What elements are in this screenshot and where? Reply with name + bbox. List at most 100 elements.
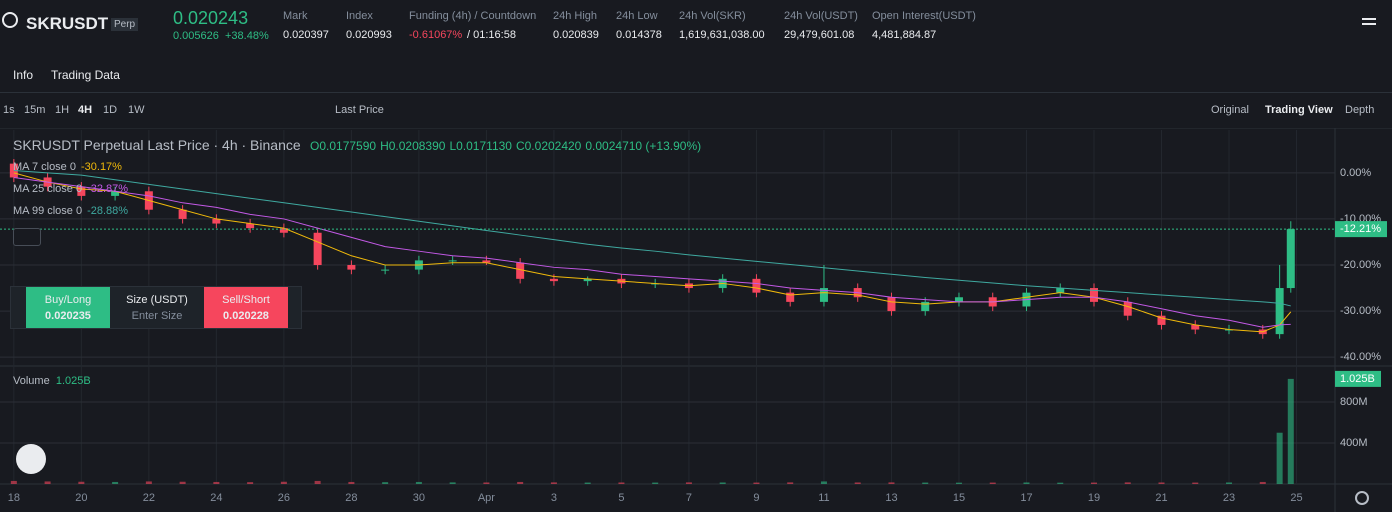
volume-bar: [1259, 481, 1266, 484]
chart: 18 20 22 24 26 28 30 Apr 3 5 7 9 11 13 15 17 19 21 23 25 0.0…: [0, 128, 1392, 512]
volume-bar: [449, 482, 456, 484]
ohlc-value: C0.0202420: [515, 139, 582, 153]
view-tab[interactable]: Original: [1211, 104, 1249, 116]
interval[interactable]: 1H: [55, 104, 70, 116]
symbol[interactable]: SKRUSDT: [26, 14, 109, 33]
volume-last-tag: [1335, 370, 1381, 387]
candle-body: [549, 278, 558, 282]
x-tick-label: 11: [818, 492, 829, 504]
collapse-button[interactable]: [13, 228, 41, 246]
volume-bar: [787, 482, 794, 484]
legend-title: SKRUSDT Perpetual Last Price · 4h · Bina…: [13, 137, 301, 153]
stat-value: 0.020993: [346, 29, 392, 41]
interval[interactable]: 15m: [24, 104, 46, 116]
x-tick-label: 26: [278, 492, 290, 504]
size-input[interactable]: Size (USDT) Enter Size: [110, 287, 204, 328]
x-tick-label: 19: [1088, 492, 1100, 504]
stat-label: 24h Vol(SKR): [679, 10, 746, 22]
settings-icon[interactable]: [1355, 491, 1369, 505]
candle-body: [1191, 324, 1200, 330]
x-tick-label: 21: [1155, 492, 1167, 504]
tab[interactable]: Trading Data: [51, 68, 120, 82]
x-tick-label: 7: [686, 492, 692, 504]
ohlc-value: H0.0208390: [380, 139, 446, 153]
tv-logo[interactable]: [16, 444, 46, 474]
x-tick-label: Apr: [478, 492, 495, 504]
buy-price: 0.020235: [45, 309, 91, 322]
volume-bar: [618, 482, 625, 484]
x-tick-label: 23: [1223, 492, 1235, 504]
volume-bar: [415, 481, 422, 484]
sell-button[interactable]: Sell/Short 0.020228: [204, 287, 288, 328]
candle-body: [313, 232, 322, 266]
x-tick-label: 20: [75, 492, 87, 504]
size-placeholder: Enter Size: [131, 309, 183, 322]
view-tab[interactable]: Trading View: [1265, 104, 1333, 116]
badge: Perp: [111, 18, 139, 31]
candle-body: [77, 186, 86, 196]
interval[interactable]: 1s: [3, 104, 15, 116]
ma-name: MA 25 close 0: [13, 183, 83, 195]
candle-body: [111, 191, 120, 196]
buy-button[interactable]: Buy/Long 0.020235: [26, 287, 110, 328]
volume-bar: [550, 482, 557, 484]
change-pct: +38.48%: [225, 30, 269, 42]
ma-legend-row: MA 25 close 0 -32.87%: [13, 183, 128, 195]
candle-body: [887, 297, 896, 312]
interval[interactable]: 4H: [78, 104, 93, 116]
ma-line: [13, 170, 1291, 307]
stat-label: Index: [346, 10, 373, 22]
volume-bar: [652, 482, 659, 484]
interval[interactable]: 1W: [128, 104, 145, 116]
stat-label: 24h Low: [616, 10, 658, 22]
x-tick-label: 5: [618, 492, 624, 504]
interval[interactable]: 1D: [103, 104, 118, 116]
x-tick-label: 3: [551, 492, 557, 504]
buy-label: Buy/Long: [44, 293, 92, 306]
change: 0.005626: [173, 30, 219, 42]
x-tick-label: 13: [885, 492, 897, 504]
volume-bar: [753, 482, 760, 484]
stat-label: Mark: [283, 10, 308, 22]
sell-price: 0.020228: [223, 309, 269, 322]
volume-bar: [989, 482, 996, 484]
candle-body: [819, 288, 828, 302]
x-tick-label: 15: [953, 492, 965, 504]
ohlc-legend: O0.0177590 H0.0208390 L0.0171130 C0.0202420…: [310, 139, 701, 153]
volume-bar: [854, 482, 861, 484]
candle-body: [1275, 288, 1284, 335]
volume-bar: [213, 481, 220, 484]
volume-bar: [517, 481, 524, 484]
ma-line: [13, 172, 1292, 333]
sell-label: Sell/Short: [222, 293, 270, 306]
price-type[interactable]: Last Price: [335, 104, 384, 116]
x-tick-label: 9: [753, 492, 759, 504]
candle-body: [448, 260, 457, 262]
stat-extra: / 01:16:58: [467, 29, 516, 41]
trade-panel: Buy/Long 0.020235 Size (USDT) Enter Size S…: [10, 286, 302, 329]
volume-bar: [382, 482, 389, 484]
volume-value: 1.025B: [55, 375, 91, 387]
stat-label: 24h High: [553, 10, 598, 22]
stat-value: 0.020397: [283, 29, 329, 41]
ohlc-value: 0.0024710 (+13.90%): [585, 139, 702, 153]
x-tick-label: 24: [210, 492, 222, 504]
volume-bar: [247, 482, 254, 484]
candle-body: [9, 163, 18, 178]
view-tab[interactable]: Depth: [1345, 104, 1375, 116]
volume-bar: [280, 481, 287, 484]
x-tick-label: 17: [1020, 492, 1032, 504]
volume-bar: [1090, 482, 1097, 484]
menu-icon[interactable]: [1362, 18, 1376, 25]
y-tick-label: -20.00%: [1340, 259, 1381, 271]
tab[interactable]: Info: [13, 68, 34, 82]
volume-last-label: 1.025B: [1340, 373, 1375, 385]
ohlc-value: L0.0171130: [449, 139, 512, 153]
volume-bar: [1276, 432, 1283, 484]
x-tick-label: 30: [413, 492, 425, 504]
x-tick-label: 28: [345, 492, 357, 504]
candle-body: [954, 297, 963, 302]
ma-legend-row: MA 7 close 0 -30.17%: [13, 161, 122, 173]
candle-body: [178, 209, 187, 219]
volume-tick-label: 800M: [1340, 396, 1368, 408]
